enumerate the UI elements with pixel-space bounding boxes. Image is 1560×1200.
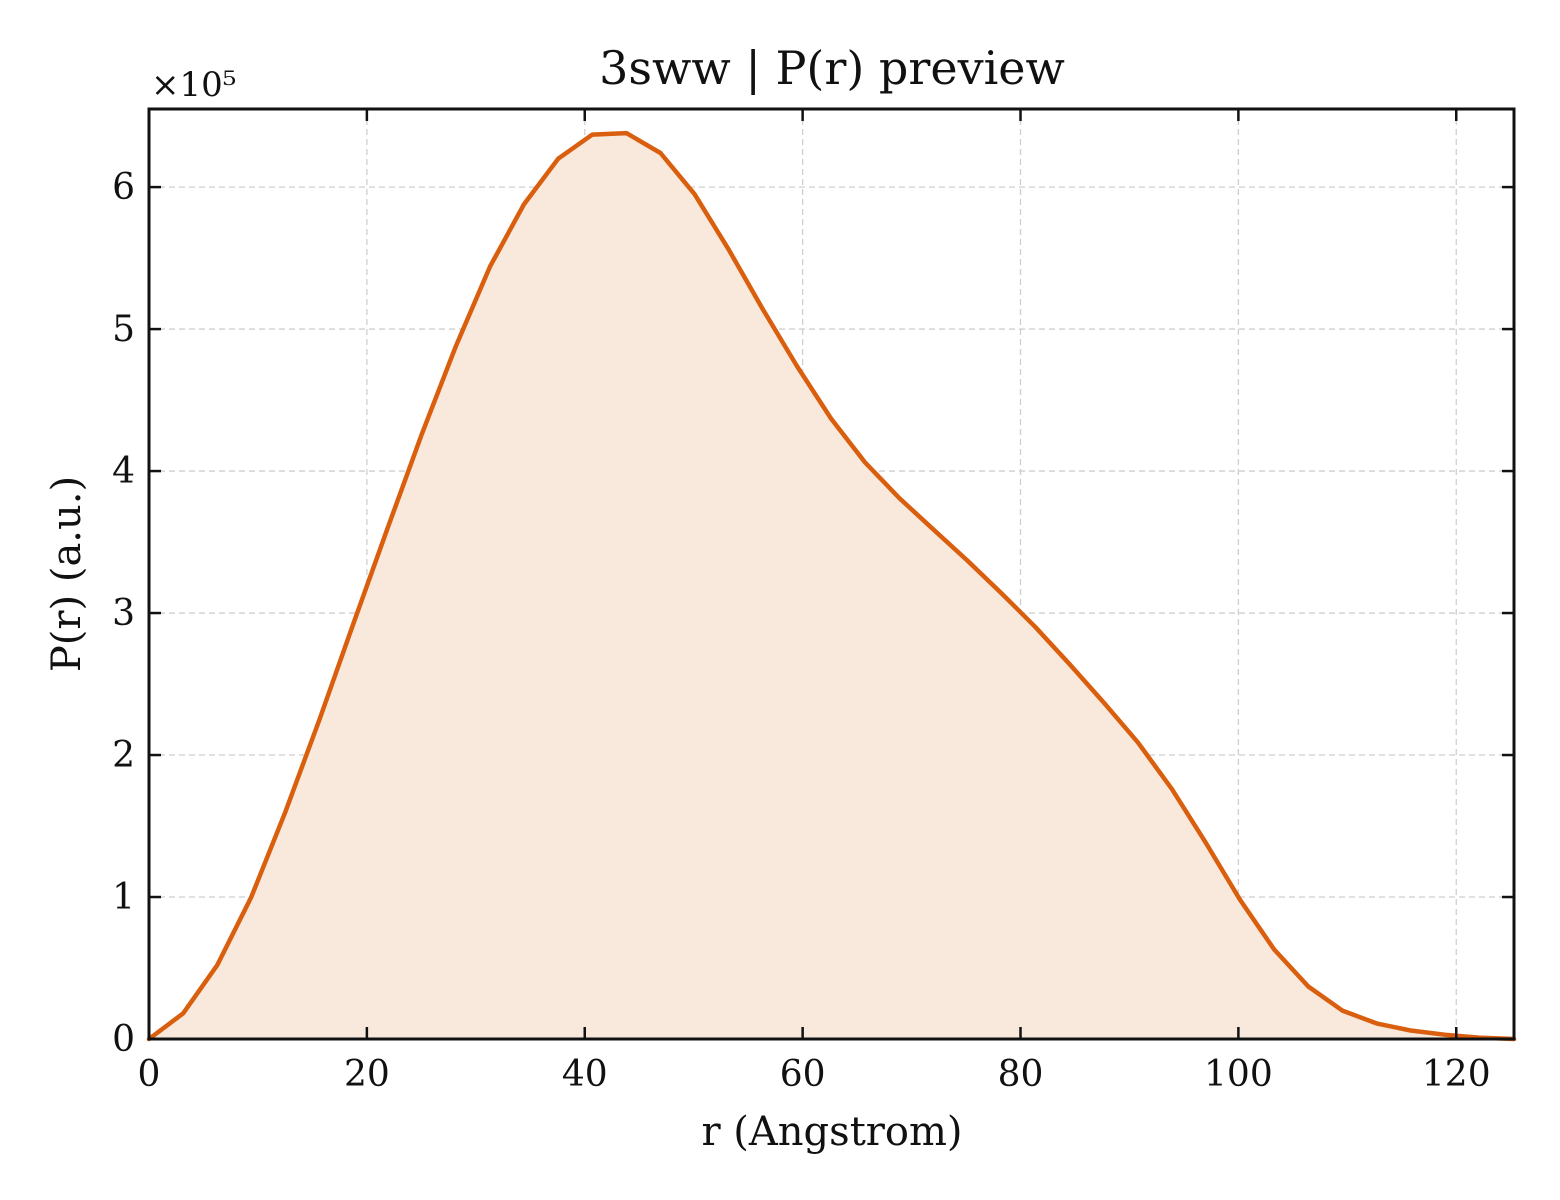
y-tick-label: 5 <box>112 309 135 350</box>
y-tick-label: 1 <box>112 877 135 918</box>
y-tick-label: 4 <box>112 451 135 492</box>
x-tick-label: 60 <box>780 1054 826 1095</box>
pr-series-line <box>146 130 1517 1042</box>
y-tick-label: 3 <box>112 593 135 634</box>
y-axis-label: P(r) (a.u.) <box>44 476 90 672</box>
x-tick-label: 0 <box>138 1054 161 1095</box>
y-offset-label: ×10⁵ <box>151 65 236 105</box>
axis-ticks: 0 20 40 60 80 100 120 0 1 2 3 4 5 6 <box>112 109 1514 1095</box>
y-tick-label: 0 <box>112 1019 135 1060</box>
chart-title: 3sww | P(r) preview <box>599 41 1065 95</box>
x-tick-label: 100 <box>1204 1054 1273 1095</box>
x-axis-label: r (Angstrom) <box>701 1109 962 1155</box>
x-tick-label: 120 <box>1422 1054 1491 1095</box>
plot-frame <box>147 107 1516 1041</box>
x-tick-label: 80 <box>998 1054 1044 1095</box>
x-tick-label: 40 <box>562 1054 608 1095</box>
pr-area-fill <box>149 133 1514 1040</box>
y-tick-label: 2 <box>112 735 135 776</box>
x-tick-label: 20 <box>344 1054 390 1095</box>
pr-data-points <box>148 133 1515 1040</box>
y-tick-label: 6 <box>112 167 135 208</box>
